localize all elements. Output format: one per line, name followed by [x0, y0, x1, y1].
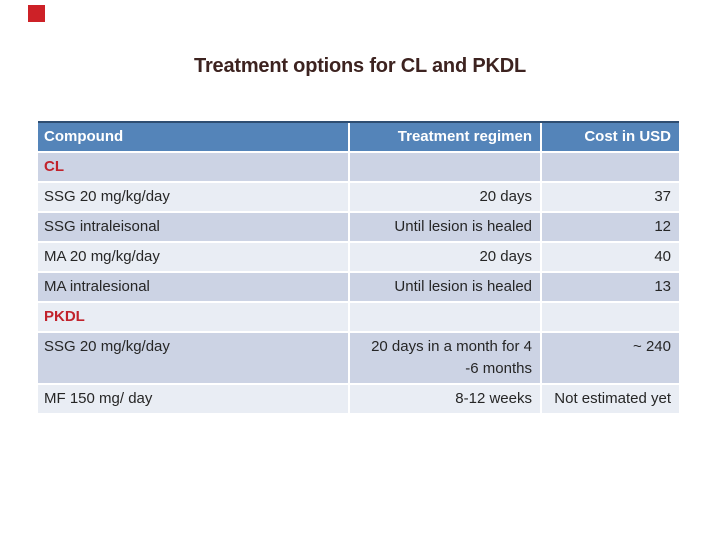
column-header-compound: Compound	[38, 123, 348, 151]
table-cell-regimen: 20 days	[350, 243, 540, 271]
table-cell-regimen: 8-12 weeks	[350, 385, 540, 413]
column-header-cost: Cost in USD	[542, 123, 679, 151]
table-cell-regimen: 20 days in a month for 4 -6 months	[350, 333, 540, 383]
section-empty-cell	[350, 153, 540, 181]
section-empty-cell	[542, 303, 679, 331]
table-cell-cost: ~ 240	[542, 333, 679, 383]
table-cell-regimen: 20 days	[350, 183, 540, 211]
column-header-regimen: Treatment regimen	[350, 123, 540, 151]
slide-title: Treatment options for CL and PKDL	[194, 55, 526, 77]
table-cell-cost: 40	[542, 243, 679, 271]
table-cell-compound: MF 150 mg/ day	[38, 385, 348, 413]
table-cell-compound: SSG 20 mg/kg/day	[38, 333, 348, 383]
table-cell-cost: 37	[542, 183, 679, 211]
red-square-decoration	[28, 5, 45, 22]
table-cell-cost: 13	[542, 273, 679, 301]
table-cell-regimen: Until lesion is healed	[350, 273, 540, 301]
section-label: PKDL	[38, 303, 348, 331]
treatment-options-table: Compound Treatment regimen Cost in USD CL SS…	[38, 121, 679, 413]
table-cell-cost: 12	[542, 213, 679, 241]
table-cell-compound: MA 20 mg/kg/day	[38, 243, 348, 271]
table-cell-compound: SSG 20 mg/kg/day	[38, 183, 348, 211]
section-label: CL	[38, 153, 348, 181]
table-cell-cost: Not estimated yet	[542, 385, 679, 413]
section-empty-cell	[542, 153, 679, 181]
table-cell-regimen: Until lesion is healed	[350, 213, 540, 241]
table-cell-compound: SSG intraleisonal	[38, 213, 348, 241]
table-cell-compound: MA intralesional	[38, 273, 348, 301]
section-empty-cell	[350, 303, 540, 331]
